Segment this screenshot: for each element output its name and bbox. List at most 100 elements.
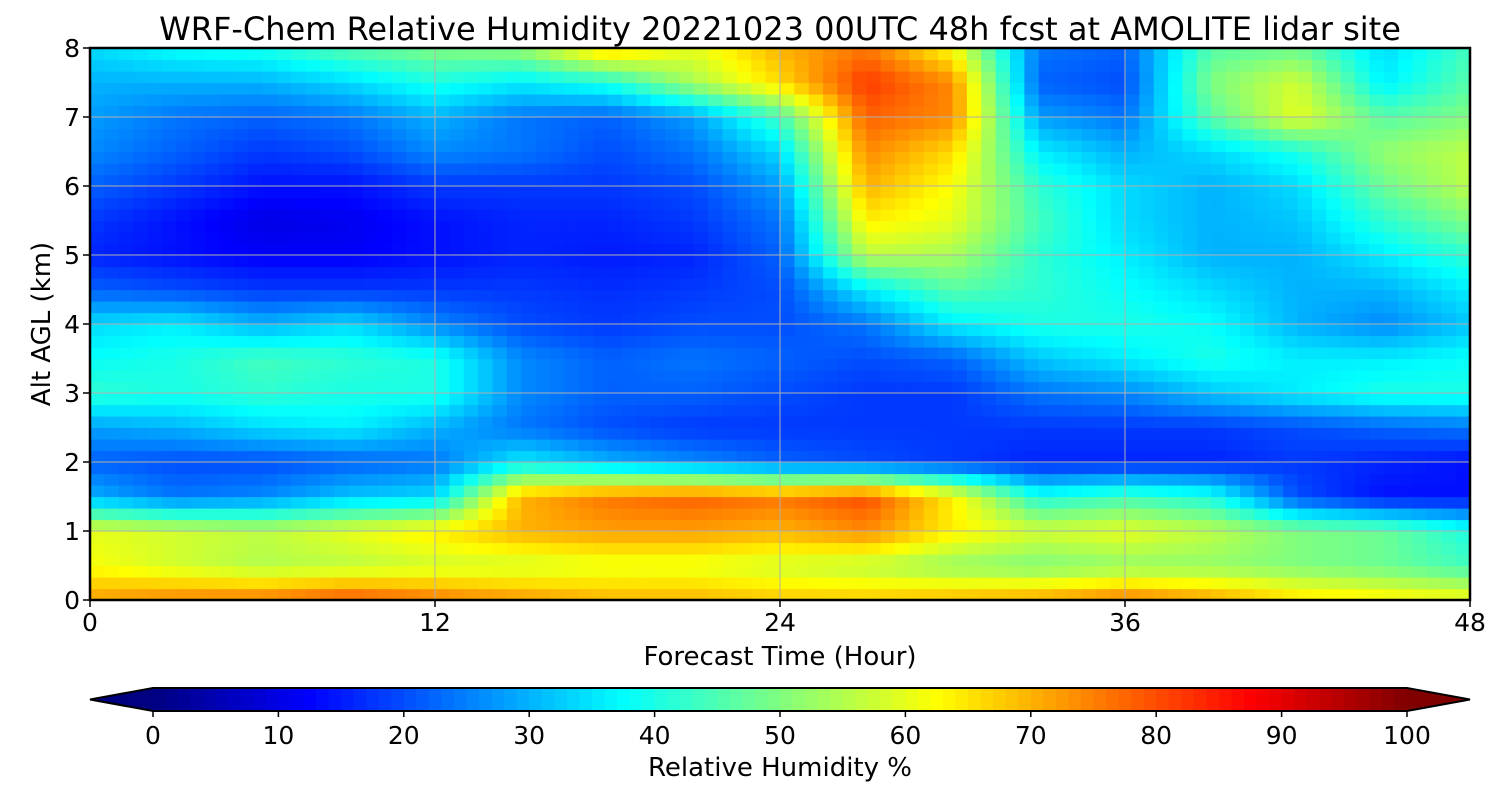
heatmap-cell bbox=[449, 508, 465, 521]
heatmap-cell bbox=[176, 278, 192, 291]
heatmap-cell bbox=[391, 243, 407, 256]
heatmap-cell bbox=[190, 174, 206, 187]
heatmap-cell bbox=[219, 255, 235, 268]
heatmap-cell bbox=[1240, 531, 1255, 544]
heatmap-cell bbox=[262, 197, 278, 210]
heatmap-cell bbox=[291, 174, 307, 187]
heatmap-cell bbox=[1441, 117, 1457, 130]
heatmap-cell bbox=[1010, 266, 1025, 279]
heatmap-cell bbox=[391, 404, 407, 417]
heatmap-cell bbox=[1125, 128, 1140, 141]
colorbar-segment bbox=[416, 688, 430, 711]
heatmap-cell bbox=[837, 140, 853, 153]
heatmap-cell bbox=[1110, 289, 1126, 302]
heatmap-cell bbox=[1441, 48, 1457, 61]
heatmap-cell bbox=[708, 71, 724, 84]
heatmap-cell bbox=[90, 542, 105, 555]
heatmap-cell bbox=[564, 59, 580, 72]
heatmap-cell bbox=[1268, 174, 1284, 187]
heatmap-cell bbox=[650, 48, 666, 61]
heatmap-cell bbox=[794, 117, 810, 130]
heatmap-cell bbox=[1096, 416, 1112, 429]
heatmap-cell bbox=[492, 565, 508, 578]
heatmap-cell bbox=[1211, 542, 1227, 555]
heatmap-cell bbox=[607, 232, 623, 245]
heatmap-cell bbox=[1053, 404, 1069, 417]
heatmap-cell bbox=[808, 71, 824, 84]
heatmap-cell bbox=[1297, 393, 1313, 406]
heatmap-cell bbox=[722, 82, 738, 95]
heatmap-cell bbox=[909, 542, 925, 555]
heatmap-cell bbox=[1024, 404, 1040, 417]
heatmap-cell bbox=[1340, 462, 1356, 475]
heatmap-cell bbox=[1311, 128, 1327, 141]
heatmap-cell bbox=[1096, 485, 1112, 498]
heatmap-cell bbox=[147, 565, 163, 578]
heatmap-cell bbox=[291, 370, 307, 383]
heatmap-cell bbox=[205, 151, 220, 164]
heatmap-cell bbox=[851, 347, 867, 360]
heatmap-cell bbox=[521, 151, 537, 164]
heatmap-cell bbox=[1081, 473, 1097, 486]
heatmap-cell bbox=[219, 243, 235, 256]
heatmap-cell bbox=[377, 393, 393, 406]
heatmap-cell bbox=[923, 416, 939, 429]
heatmap-cell bbox=[550, 542, 565, 555]
heatmap-cell bbox=[693, 485, 709, 498]
heatmap-cell bbox=[880, 128, 896, 141]
heatmap-cell bbox=[147, 209, 163, 222]
heatmap-cell bbox=[262, 128, 278, 141]
heatmap-cell bbox=[1297, 416, 1313, 429]
heatmap-cell bbox=[1096, 439, 1112, 452]
heatmap-cell bbox=[1067, 381, 1083, 394]
heatmap-cell bbox=[1081, 404, 1097, 417]
heatmap-cell bbox=[621, 186, 637, 199]
heatmap-cell bbox=[621, 71, 637, 84]
heatmap-cell bbox=[966, 197, 982, 210]
heatmap-cell bbox=[693, 117, 709, 130]
heatmap-cell bbox=[521, 427, 537, 440]
heatmap-cell bbox=[1326, 59, 1342, 72]
heatmap-cell bbox=[161, 427, 177, 440]
heatmap-cell bbox=[1081, 255, 1097, 268]
heatmap-cell bbox=[104, 243, 120, 256]
heatmap-cell bbox=[305, 404, 321, 417]
heatmap-cell bbox=[1398, 151, 1414, 164]
heatmap-cell bbox=[420, 358, 436, 371]
heatmap-cell bbox=[291, 416, 307, 429]
heatmap-cell bbox=[593, 473, 609, 486]
heatmap-cell bbox=[1110, 301, 1126, 314]
colorbar-segment bbox=[1005, 688, 1019, 711]
heatmap-cell bbox=[679, 404, 695, 417]
heatmap-cell bbox=[305, 220, 321, 233]
heatmap-cell bbox=[478, 496, 494, 509]
heatmap-cell bbox=[478, 243, 494, 256]
heatmap-cell bbox=[636, 163, 652, 176]
heatmap-cell bbox=[1455, 48, 1470, 61]
heatmap-cell bbox=[276, 71, 292, 84]
heatmap-cell bbox=[334, 140, 350, 153]
heatmap-cell bbox=[291, 312, 307, 325]
heatmap-cell bbox=[564, 450, 580, 463]
heatmap-cell bbox=[981, 370, 997, 383]
heatmap-cell bbox=[564, 289, 580, 302]
heatmap-cell bbox=[794, 439, 810, 452]
heatmap-cell bbox=[1426, 255, 1442, 268]
heatmap-cell bbox=[406, 496, 422, 509]
heatmap-cell bbox=[1110, 416, 1126, 429]
heatmap-cell bbox=[406, 174, 422, 187]
heatmap-cell bbox=[650, 59, 666, 72]
heatmap-cell bbox=[708, 393, 724, 406]
heatmap-cell bbox=[1139, 174, 1155, 187]
heatmap-cell bbox=[334, 117, 350, 130]
heatmap-cell bbox=[708, 197, 724, 210]
heatmap-cell bbox=[952, 243, 968, 256]
heatmap-cell bbox=[435, 266, 450, 279]
heatmap-cell bbox=[248, 255, 264, 268]
heatmap-cell bbox=[1441, 485, 1457, 498]
heatmap-cell bbox=[1398, 358, 1414, 371]
heatmap-cell bbox=[1340, 565, 1356, 578]
heatmap-cell bbox=[262, 473, 278, 486]
heatmap-cell bbox=[636, 94, 652, 107]
heatmap-cell bbox=[765, 232, 781, 245]
